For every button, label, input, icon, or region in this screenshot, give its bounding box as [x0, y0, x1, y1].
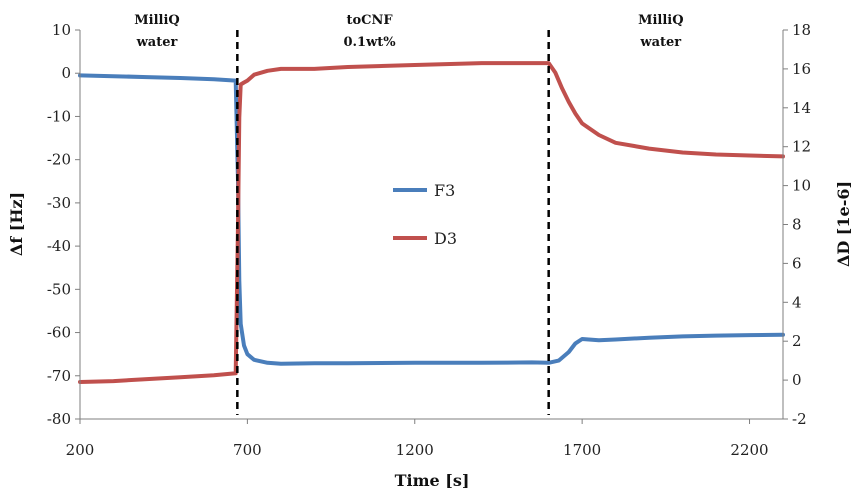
y-left-tick-label: 0: [61, 64, 71, 82]
series-line-f3: [78, 73, 785, 366]
x-tick-label: 700: [233, 441, 262, 459]
phase-label: water: [136, 35, 178, 50]
y-right-tick-label: 12: [792, 138, 811, 156]
y-left-tick-label: -80: [47, 410, 71, 428]
y-left-tick-label: -50: [47, 280, 71, 298]
series-lines: [78, 61, 785, 384]
axes: 100-10-20-30-40-50-60-70-801816141210864…: [47, 21, 811, 459]
y-right-tick-label: 8: [792, 216, 802, 234]
y-right-tick-label: 10: [792, 177, 811, 195]
legend-label-f3: F3: [434, 181, 455, 200]
y-axis-right-title: ΔD [1e-6]: [834, 181, 853, 267]
y-left-tick-label: -20: [47, 151, 71, 169]
phase-label: 0.1wt%: [343, 35, 396, 50]
y-right-tick-label: 14: [792, 99, 811, 117]
y-right-tick-label: 4: [792, 293, 802, 311]
legend: F3 D3: [393, 181, 457, 248]
phase-label: water: [639, 35, 681, 50]
x-axis-title: Time [s]: [395, 471, 470, 490]
y-left-tick-label: -70: [47, 367, 71, 385]
phase-dividers: [236, 30, 550, 415]
phase-label: MilliQ: [134, 13, 179, 28]
y-left-tick-label: -60: [47, 324, 71, 342]
series-line-d3: [78, 61, 785, 384]
y-right-tick-label: 18: [792, 21, 811, 39]
x-tick-label: 1700: [563, 441, 601, 459]
y-right-tick-label: 0: [792, 371, 802, 389]
phase-label: toCNF: [346, 13, 393, 28]
y-left-tick-label: -40: [47, 237, 71, 255]
x-tick-label: 2200: [730, 441, 768, 459]
phase-label: MilliQ: [638, 13, 683, 28]
y-right-tick-label: 2: [792, 332, 802, 350]
legend-label-d3: D3: [434, 229, 457, 248]
y-right-tick-label: -2: [792, 410, 807, 428]
y-left-tick-label: -30: [47, 194, 71, 212]
x-tick-label: 200: [66, 441, 95, 459]
y-right-tick-label: 6: [792, 254, 802, 272]
phase-labels: MilliQ water toCNF 0.1wt% MilliQ water: [134, 13, 683, 50]
y-left-tick-label: 10: [52, 21, 71, 39]
y-axis-left-title: Δf [Hz]: [7, 192, 26, 256]
y-right-tick-label: 16: [792, 60, 811, 78]
x-tick-label: 1200: [396, 441, 434, 459]
y-left-tick-label: -10: [47, 107, 71, 125]
